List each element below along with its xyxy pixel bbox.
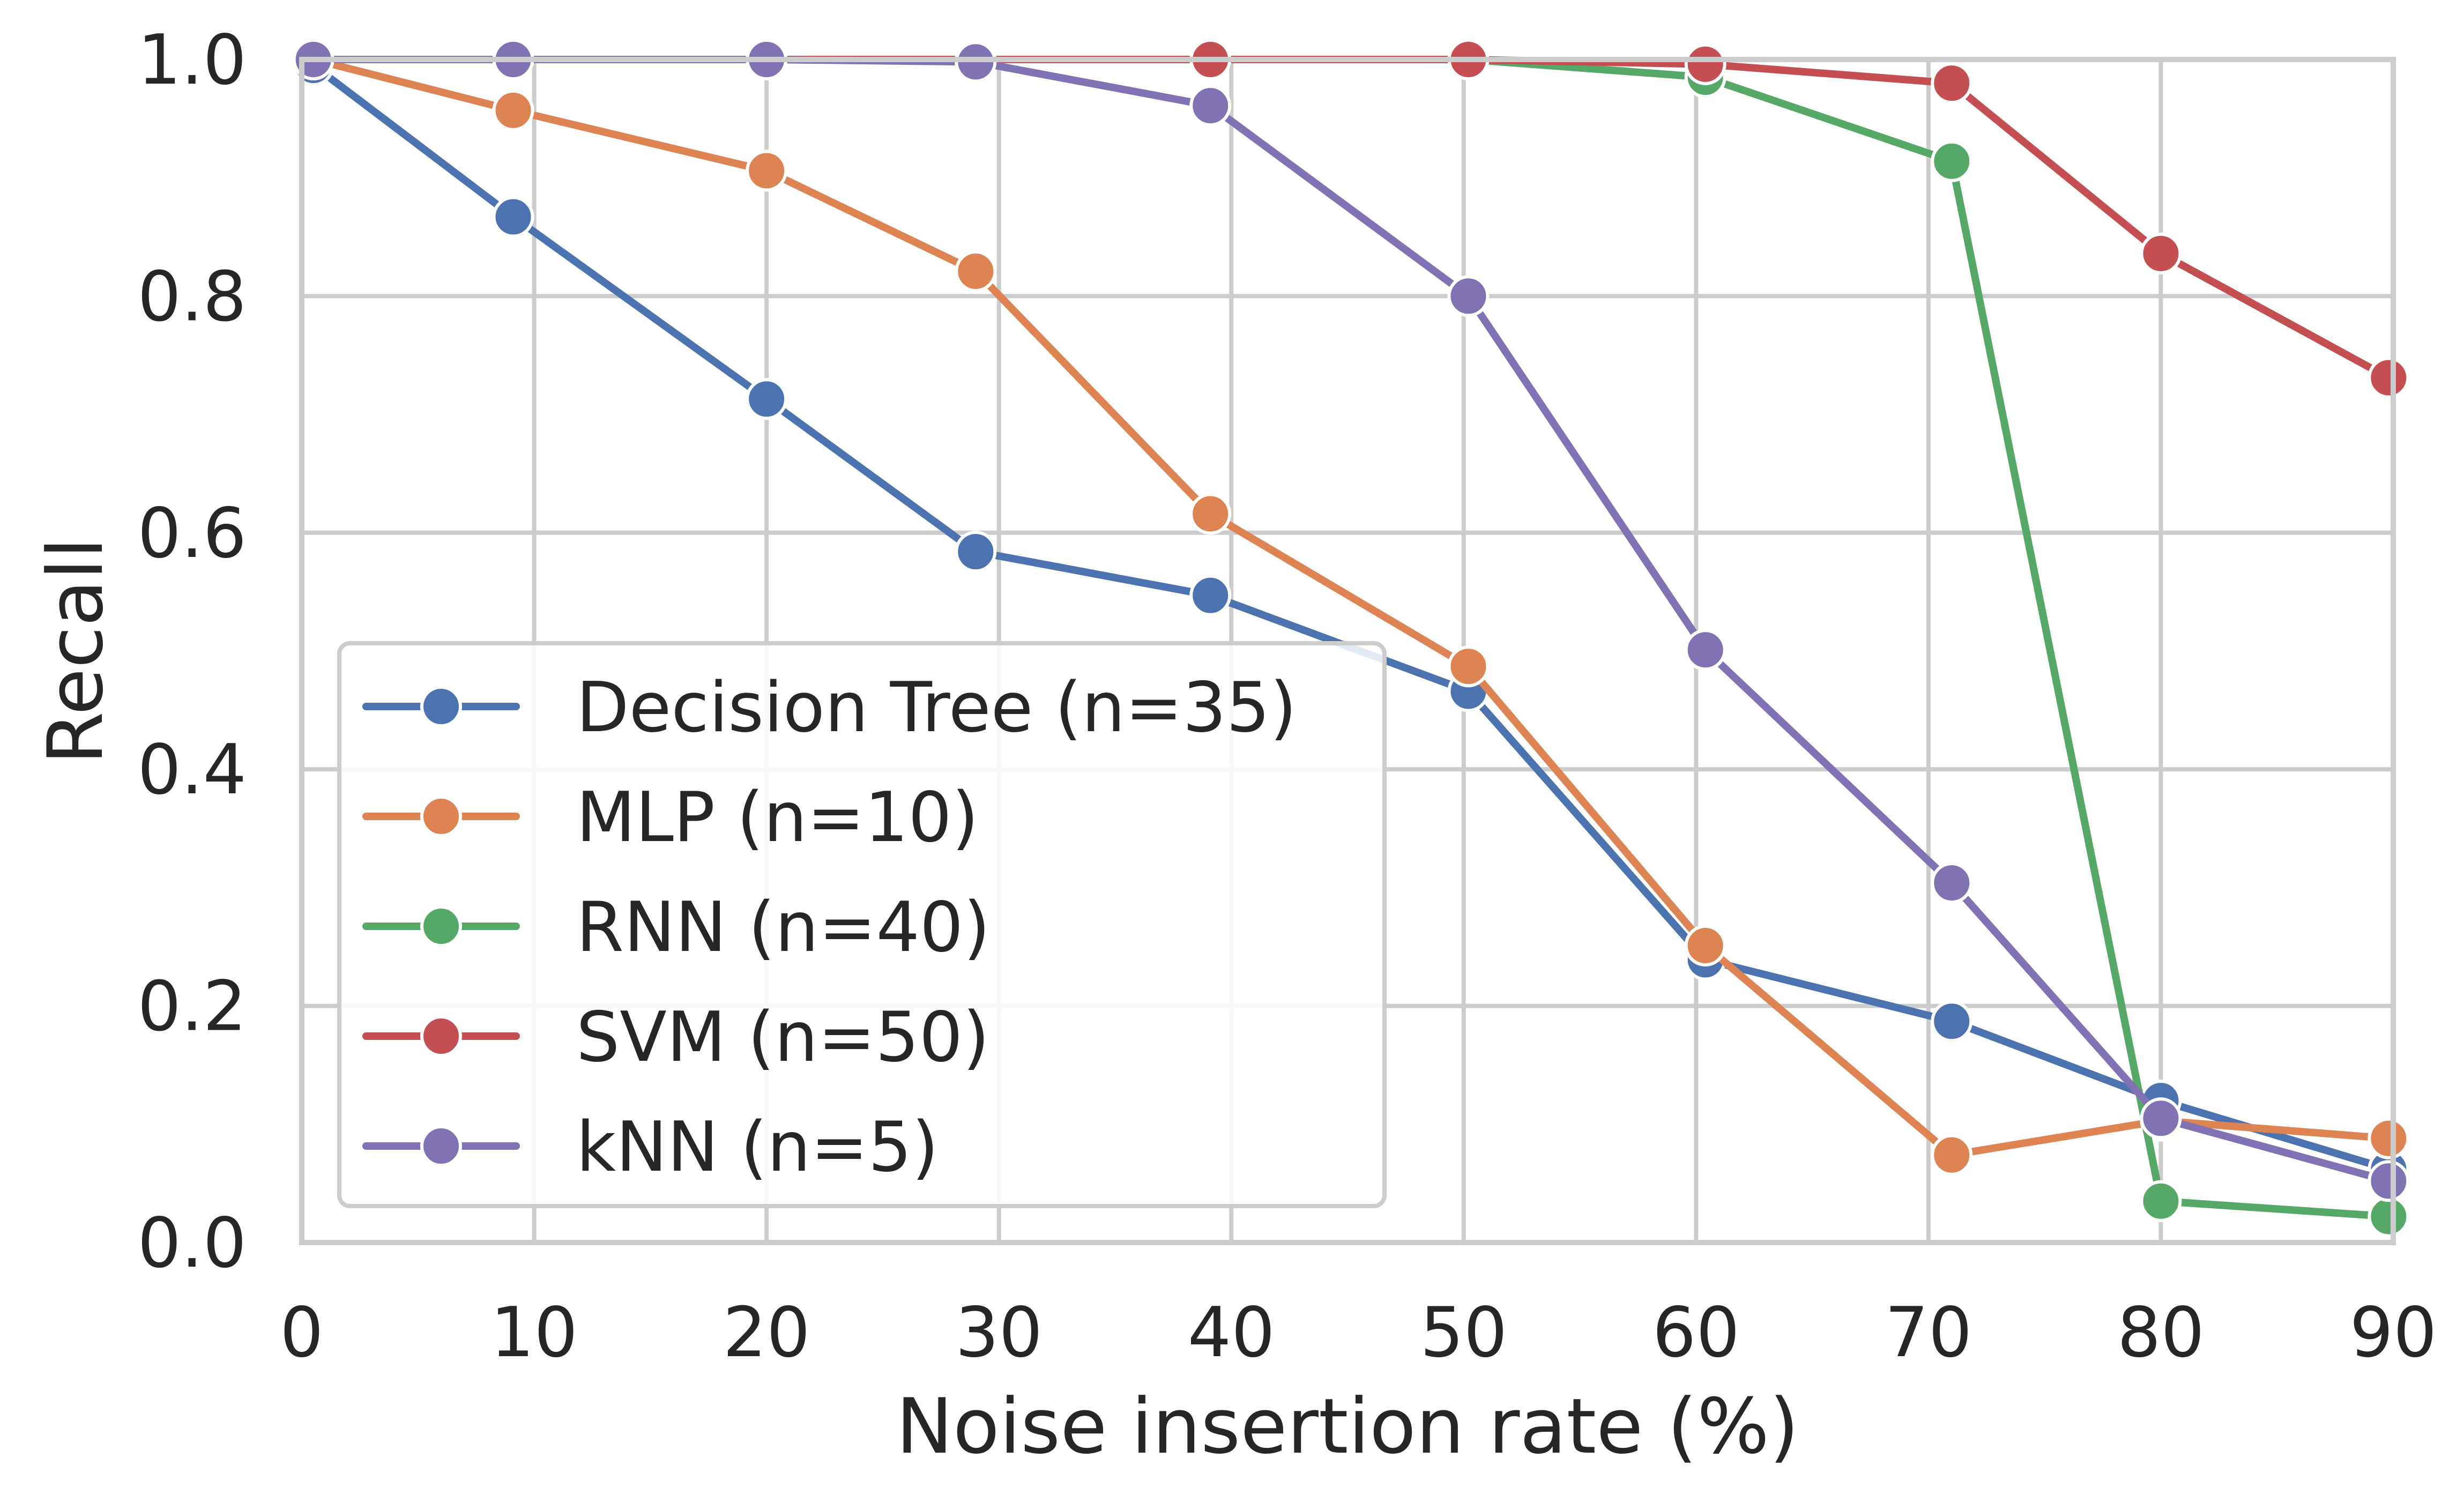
data-point [2368, 356, 2410, 399]
legend-label: SVM (n=50) [576, 998, 989, 1077]
legend-marker [420, 1125, 462, 1167]
data-point [2140, 232, 2182, 274]
plot-frame [299, 57, 2396, 1245]
legend-label: kNN (n=5) [576, 1107, 939, 1187]
x-tick-label: 50 [1420, 1293, 1507, 1373]
legend-marker [420, 905, 462, 947]
x-tick-label: 0 [280, 1293, 323, 1373]
x-tick-label: 30 [955, 1293, 1043, 1373]
data-point [2368, 1195, 2410, 1238]
x-tick-label: 60 [1652, 1293, 1740, 1373]
data-point [492, 89, 534, 131]
legend-box [337, 641, 1387, 1208]
data-point [1931, 862, 1973, 904]
data-point [1931, 1134, 1973, 1176]
legend-entry: Decision Tree (n=35) [362, 668, 1297, 748]
x-tick-label: 90 [2350, 1293, 2437, 1373]
legend-entry: SVM (n=50) [362, 998, 989, 1077]
data-point [1931, 62, 1973, 105]
axes: 0 10 20 30 40 50 60 70 80 90 0.0 0.2 0.4 0.6 0.8 1.0 [137, 20, 2437, 1373]
data-point [1189, 85, 1232, 127]
data-point [1447, 275, 1490, 317]
y-tick-label: 0.4 [137, 730, 247, 810]
legend-entry: kNN (n=5) [362, 1107, 939, 1187]
x-tick-label: 80 [2117, 1293, 2205, 1373]
data-point [2140, 1097, 2182, 1140]
data-point [746, 150, 788, 192]
legend-entry: RNN (n=40) [362, 888, 990, 968]
data-point [1684, 629, 1726, 671]
data-point [2368, 1160, 2410, 1202]
x-tick-label: 70 [1885, 1293, 1972, 1373]
y-tick-label: 0.8 [137, 257, 247, 337]
legend: Decision Tree (n=35) MLP (n=10) RNN (n=40)… [337, 641, 1387, 1208]
data-point [746, 378, 788, 420]
series-line [309, 56, 2393, 1159]
y-tick-label: 1.0 [137, 20, 247, 100]
y-tick-label: 0.2 [137, 967, 247, 1047]
legend-label: Decision Tree (n=35) [576, 668, 1297, 748]
legend-marker [420, 795, 462, 837]
legend-marker [420, 1015, 462, 1057]
legend-label: RNN (n=40) [576, 888, 990, 968]
data-point [1189, 574, 1232, 616]
legend-label: MLP (n=10) [576, 778, 979, 858]
y-axis-label: Recall [32, 538, 120, 765]
x-tick-label: 20 [723, 1293, 810, 1373]
data-point [1189, 493, 1232, 535]
data-point [955, 250, 997, 293]
data-point [2368, 1117, 2410, 1159]
data-point [955, 531, 997, 573]
data-point [1931, 1000, 1973, 1043]
data-point [492, 196, 534, 238]
x-tick-label: 10 [490, 1293, 578, 1373]
data-point [1931, 140, 1973, 182]
data-point [1447, 645, 1490, 688]
y-tick-label: 0.0 [137, 1203, 247, 1283]
y-tick-label: 0.6 [137, 494, 247, 574]
data-point [1684, 925, 1726, 967]
legend-entry: MLP (n=10) [362, 778, 979, 858]
x-tick-label: 40 [1188, 1293, 1275, 1373]
legend-marker [420, 686, 462, 727]
x-axis-label: Noise insertion rate (%) [896, 1382, 1799, 1471]
data-point [1684, 43, 1726, 85]
data-point [2140, 1180, 2182, 1222]
